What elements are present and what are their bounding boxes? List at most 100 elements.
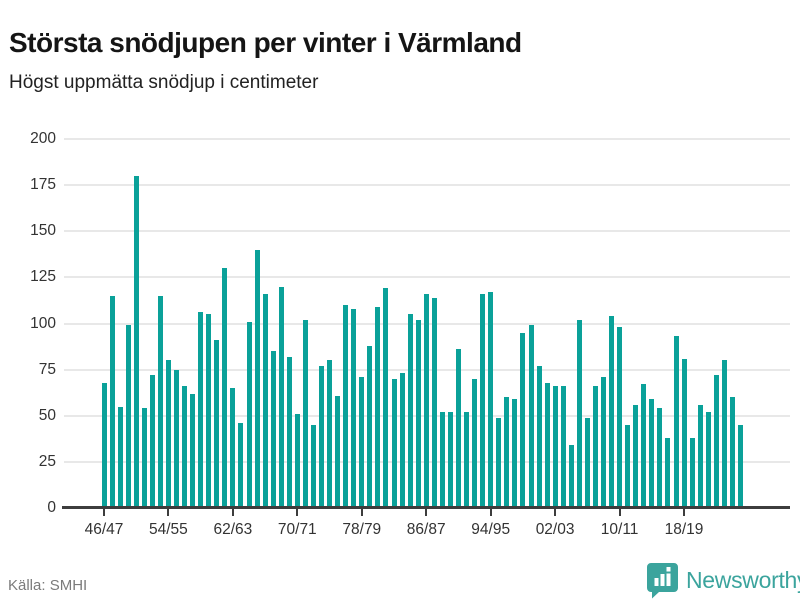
bar [729,397,735,508]
bar [399,373,405,508]
bar [737,425,743,508]
bar [182,386,188,508]
bar [431,297,437,508]
bar [125,325,131,508]
bar [464,412,469,508]
bar [584,417,590,508]
bar [576,319,582,508]
bar [617,327,623,508]
x-axis-tick [167,509,170,516]
page-subtitle: Högst uppmätta snödjup i centimeter [9,72,319,93]
source-text: Källa: SMHI [8,577,88,594]
x-axis-tick [554,509,557,516]
bar [165,360,171,508]
bar [214,340,220,508]
bar [254,249,260,508]
bar [439,412,445,508]
x-axis-tick [425,509,428,516]
bar [560,386,566,508]
bar [343,305,349,508]
bar [552,386,558,508]
bar [592,386,598,508]
bar [302,319,308,508]
bar [641,384,647,508]
bar [504,397,510,508]
bar [568,445,574,508]
y-axis-tick-label: 0 [47,499,56,516]
bar [544,382,550,508]
bar [198,312,204,508]
bar [359,377,365,508]
bar [278,286,284,508]
y-axis-tick-label: 100 [30,314,56,332]
x-axis-tick-label: 86/87 [406,521,446,538]
bar [536,365,542,508]
y-axis-tick-label: 150 [30,222,56,240]
x-axis-tick [360,509,363,516]
bar [689,437,695,508]
bar [190,393,196,508]
bar [222,268,228,508]
bar [133,175,139,508]
newsworthy-wordmark: Newsworthy [686,567,800,593]
x-axis-tick-label: 62/63 [213,521,253,538]
bar [319,365,324,508]
bar [206,314,212,508]
bar [286,356,292,508]
bar [109,295,115,508]
gridline [64,138,790,140]
gridline [64,184,790,187]
bar [512,399,518,508]
bar [270,351,276,508]
bar [697,404,703,508]
bar [423,294,429,508]
x-axis-tick [489,509,492,516]
bar [480,294,486,508]
bar [520,332,526,508]
bar [101,382,107,508]
x-axis-tick-label: 78/79 [342,521,382,538]
bar [488,292,494,508]
y-axis-tick-label: 25 [38,452,56,470]
bar [174,369,179,508]
y-axis-tick-label: 200 [30,130,56,147]
bar [528,325,534,508]
bar [496,417,502,508]
y-axis-tick-label: 75 [38,360,56,378]
bar [230,388,236,508]
x-axis-line [62,506,790,509]
bar [351,308,357,508]
gridline [64,276,790,279]
bar [673,336,679,508]
bar [625,425,631,508]
page-title: Största snödjupen per vinter i Värmland [9,26,522,58]
x-axis-tick-label: 54/55 [148,521,188,538]
bar [246,321,252,508]
bar [609,316,614,508]
bar [238,423,244,508]
bar [117,406,123,508]
bar [456,349,461,508]
bar [391,378,397,509]
bar [415,319,421,508]
newsworthy-badge-icon [647,563,678,599]
bar [141,408,147,508]
bar [665,437,671,508]
bar [149,375,155,508]
x-axis-tick-label: 02/03 [535,521,575,538]
x-axis-tick [683,509,685,516]
bar [721,360,727,508]
bar [383,288,389,508]
x-axis-tick [103,509,105,516]
bar [705,412,711,508]
bar [294,413,300,508]
x-axis-tick-label: 70/71 [277,521,317,538]
bar [649,399,655,508]
x-axis-tick-label: 18/19 [664,521,704,538]
bar [262,294,268,508]
bar [327,360,333,508]
bar [367,345,373,508]
y-axis-tick-label: 175 [30,176,56,194]
y-axis-tick-label: 50 [38,406,56,424]
